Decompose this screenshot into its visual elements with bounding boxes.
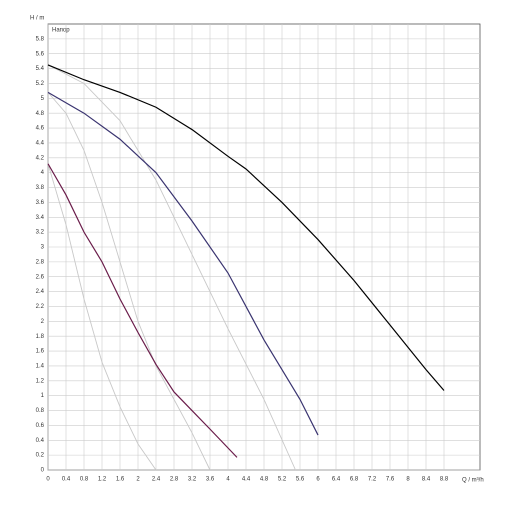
y-tick-label: 5 [41, 96, 45, 102]
x-tick-label: 3.6 [206, 477, 215, 483]
y-tick-label: 3.4 [36, 215, 45, 221]
x-tick-label: 6.4 [332, 477, 341, 483]
x-axis-label: Q / m³/h [462, 478, 484, 484]
y-tick-label: 4.4 [36, 141, 45, 147]
x-tick-label: 4.8 [260, 477, 269, 483]
y-tick-label: 2.8 [36, 259, 45, 265]
series-line [47, 64, 296, 471]
y-tick-label: 2.6 [36, 274, 45, 280]
y-tick-label: 1.2 [36, 378, 45, 384]
x-tick-label: 5.2 [278, 477, 287, 483]
y-tick-label: 0.2 [36, 453, 45, 459]
y-tick-label: 4.6 [36, 126, 45, 132]
x-tick-label: 4 [226, 477, 230, 483]
series-line [47, 64, 445, 391]
y-tick-label: 0.6 [36, 423, 45, 429]
y-tick-label: 2 [41, 319, 45, 325]
x-tick-label: 2.8 [170, 477, 179, 483]
legend-title: Напор [52, 28, 70, 34]
series-line [47, 92, 211, 471]
x-tick-label: 2 [136, 477, 140, 483]
series-line [47, 163, 238, 458]
y-tick-label: 0 [41, 468, 45, 474]
y-tick-label: 3.8 [36, 185, 45, 191]
x-tick-label: 6.8 [350, 477, 359, 483]
x-tick-label: 1.2 [98, 477, 107, 483]
x-tick-label: 4.4 [242, 477, 251, 483]
x-tick-label: 7.2 [368, 477, 377, 483]
y-tick-label: 4 [41, 170, 45, 176]
x-tick-label: 8.4 [422, 477, 431, 483]
y-tick-label: 5.8 [36, 36, 45, 42]
y-tick-label: 4.2 [36, 155, 45, 161]
x-tick-label: 6 [316, 477, 320, 483]
y-tick-label: 0.8 [36, 408, 45, 414]
x-tick-label: 0.4 [62, 477, 71, 483]
y-tick-label: 0.4 [36, 438, 45, 444]
y-axis-label: H / m [30, 16, 44, 22]
y-tick-label: 2.2 [36, 304, 45, 310]
y-tick-label: 1.8 [36, 334, 45, 340]
y-tick-label: 3.2 [36, 230, 45, 236]
series-line [47, 163, 157, 471]
y-tick-label: 2.4 [36, 289, 45, 295]
y-tick-label: 5.2 [36, 81, 45, 87]
y-tick-label: 3 [41, 245, 45, 251]
x-tick-label: 1.6 [116, 477, 125, 483]
x-tick-label: 7.6 [386, 477, 395, 483]
y-tick-label: 1.4 [36, 364, 45, 370]
y-tick-label: 5.6 [36, 51, 45, 57]
series-line [47, 91, 319, 436]
x-tick-label: 5.6 [296, 477, 305, 483]
x-tick-label: 2.4 [152, 477, 161, 483]
y-tick-label: 5.4 [36, 66, 45, 72]
y-tick-label: 1.6 [36, 349, 45, 355]
x-tick-label: 8.8 [440, 477, 449, 483]
x-tick-label: 0 [46, 477, 50, 483]
x-tick-label: 8 [406, 477, 410, 483]
y-tick-label: 1 [41, 393, 45, 399]
y-tick-label: 3.6 [36, 200, 45, 206]
x-tick-label: 0.8 [80, 477, 89, 483]
x-tick-label: 3.2 [188, 477, 197, 483]
y-tick-label: 4.8 [36, 111, 45, 117]
